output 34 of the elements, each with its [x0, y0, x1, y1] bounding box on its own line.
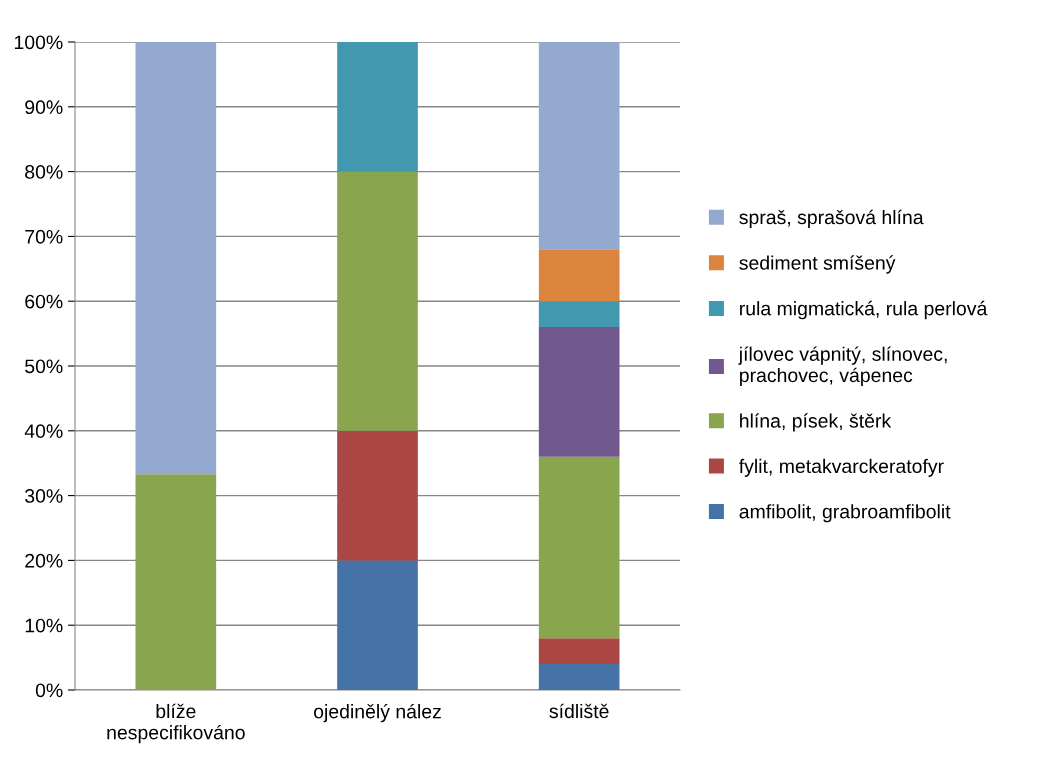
bar — [337, 430, 418, 561]
legend-label: hlína, písek, štěrk — [740, 413, 892, 432]
legend-label: spraš, sprašová hlína — [739, 209, 924, 229]
x-tick-label: ojedinělý nález — [314, 703, 441, 723]
y-tick-label: 20% — [25, 553, 63, 568]
legend-label: fylit, metakvarckeratofyr — [739, 458, 944, 477]
bar — [538, 42, 620, 250]
y-tick-label: 70% — [25, 229, 63, 244]
bar — [337, 560, 418, 690]
bar — [538, 327, 620, 457]
y-tick-label: 60% — [25, 294, 63, 309]
y-tick-label: 80% — [25, 165, 63, 179]
legend-label: rula migmatická, rula perlová — [740, 300, 988, 320]
x-tick-label: blíže nespecifikováno — [107, 703, 245, 744]
bar — [135, 474, 217, 690]
bar — [337, 171, 418, 431]
bar — [538, 456, 620, 639]
y-tick-label: 100% — [14, 35, 63, 50]
legend-label: sediment smíšený — [739, 255, 896, 274]
bar — [538, 638, 620, 665]
bar — [538, 301, 620, 328]
bar — [538, 249, 620, 302]
bar — [135, 42, 217, 475]
y-tick-label: 90% — [25, 100, 63, 115]
bar — [337, 42, 418, 172]
x-tick-label: sídliště — [549, 703, 609, 719]
y-tick-label: 0% — [35, 683, 63, 698]
legend-label: jílovec vápnitý, slínovec, prachovec, vápenec — [738, 346, 947, 387]
y-tick-label: 10% — [25, 618, 63, 633]
y-tick-label: 40% — [24, 424, 63, 439]
y-tick-label: 30% — [25, 489, 63, 503]
bar — [538, 664, 620, 690]
y-tick-label: 50% — [25, 359, 63, 374]
legend-label: amfibolit, grabroamfibolit — [739, 504, 951, 523]
